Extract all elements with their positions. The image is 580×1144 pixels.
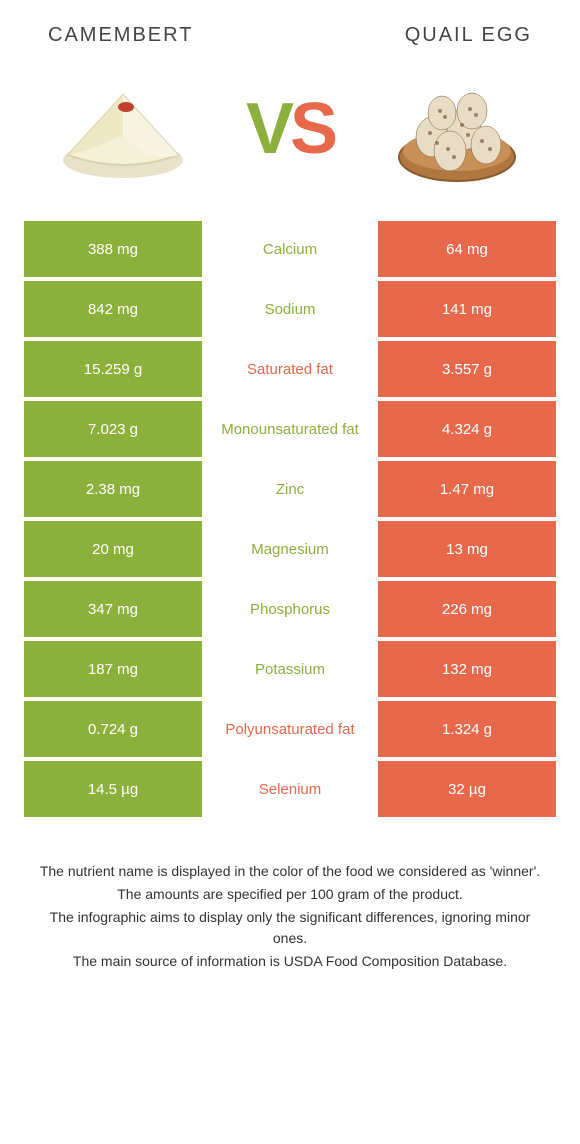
- table-row: 347 mgPhosphorus226 mg: [24, 581, 556, 637]
- left-value-cell: 14.5 µg: [24, 761, 202, 817]
- quail-egg-image: [382, 65, 532, 193]
- right-value-cell: 132 mg: [378, 641, 556, 697]
- footnote-line: The nutrient name is displayed in the co…: [36, 861, 544, 882]
- right-value-cell: 1.47 mg: [378, 461, 556, 517]
- table-row: 0.724 gPolyunsaturated fat1.324 g: [24, 701, 556, 757]
- right-value-cell: 141 mg: [378, 281, 556, 337]
- left-food-title: CAMEMBERT: [48, 24, 193, 47]
- left-value-cell: 388 mg: [24, 221, 202, 277]
- header: CAMEMBERT Quail egg: [0, 0, 580, 47]
- table-row: 15.259 gSaturated fat3.557 g: [24, 341, 556, 397]
- nutrient-label-cell: Selenium: [202, 761, 378, 817]
- footnote-line: The infographic aims to display only the…: [36, 907, 544, 949]
- right-value-cell: 1.324 g: [378, 701, 556, 757]
- right-value-cell: 64 mg: [378, 221, 556, 277]
- right-value-cell: 32 µg: [378, 761, 556, 817]
- left-value-cell: 0.724 g: [24, 701, 202, 757]
- left-value-cell: 15.259 g: [24, 341, 202, 397]
- left-value-cell: 187 mg: [24, 641, 202, 697]
- left-value-cell: 842 mg: [24, 281, 202, 337]
- nutrient-label-cell: Saturated fat: [202, 341, 378, 397]
- nutrient-label-cell: Polyunsaturated fat: [202, 701, 378, 757]
- nutrient-table: 388 mgCalcium64 mg842 mgSodium141 mg15.2…: [0, 221, 580, 821]
- footnotes: The nutrient name is displayed in the co…: [0, 821, 580, 974]
- table-row: 187 mgPotassium132 mg: [24, 641, 556, 697]
- hero-row: VS: [0, 47, 580, 221]
- nutrient-label-cell: Calcium: [202, 221, 378, 277]
- vs-s-letter: S: [290, 88, 334, 170]
- left-value-cell: 347 mg: [24, 581, 202, 637]
- table-row: 842 mgSodium141 mg: [24, 281, 556, 337]
- left-value-cell: 7.023 g: [24, 401, 202, 457]
- camembert-image: [48, 65, 198, 193]
- table-row: 388 mgCalcium64 mg: [24, 221, 556, 277]
- nutrient-label-cell: Zinc: [202, 461, 378, 517]
- right-value-cell: 226 mg: [378, 581, 556, 637]
- nutrient-label-cell: Magnesium: [202, 521, 378, 577]
- right-value-cell: 3.557 g: [378, 341, 556, 397]
- table-row: 2.38 mgZinc1.47 mg: [24, 461, 556, 517]
- nutrient-label-cell: Phosphorus: [202, 581, 378, 637]
- footnote-line: The main source of information is USDA F…: [36, 951, 544, 972]
- right-value-cell: 13 mg: [378, 521, 556, 577]
- nutrient-label-cell: Sodium: [202, 281, 378, 337]
- table-row: 20 mgMagnesium13 mg: [24, 521, 556, 577]
- table-row: 14.5 µgSelenium32 µg: [24, 761, 556, 817]
- right-value-cell: 4.324 g: [378, 401, 556, 457]
- nutrient-label-cell: Monounsaturated fat: [202, 401, 378, 457]
- vs-label: VS: [246, 88, 334, 170]
- nutrient-label-cell: Potassium: [202, 641, 378, 697]
- left-value-cell: 2.38 mg: [24, 461, 202, 517]
- table-row: 7.023 gMonounsaturated fat4.324 g: [24, 401, 556, 457]
- vs-v-letter: V: [246, 88, 290, 170]
- footnote-line: The amounts are specified per 100 gram o…: [36, 884, 544, 905]
- right-food-title: Quail egg: [405, 24, 532, 47]
- left-value-cell: 20 mg: [24, 521, 202, 577]
